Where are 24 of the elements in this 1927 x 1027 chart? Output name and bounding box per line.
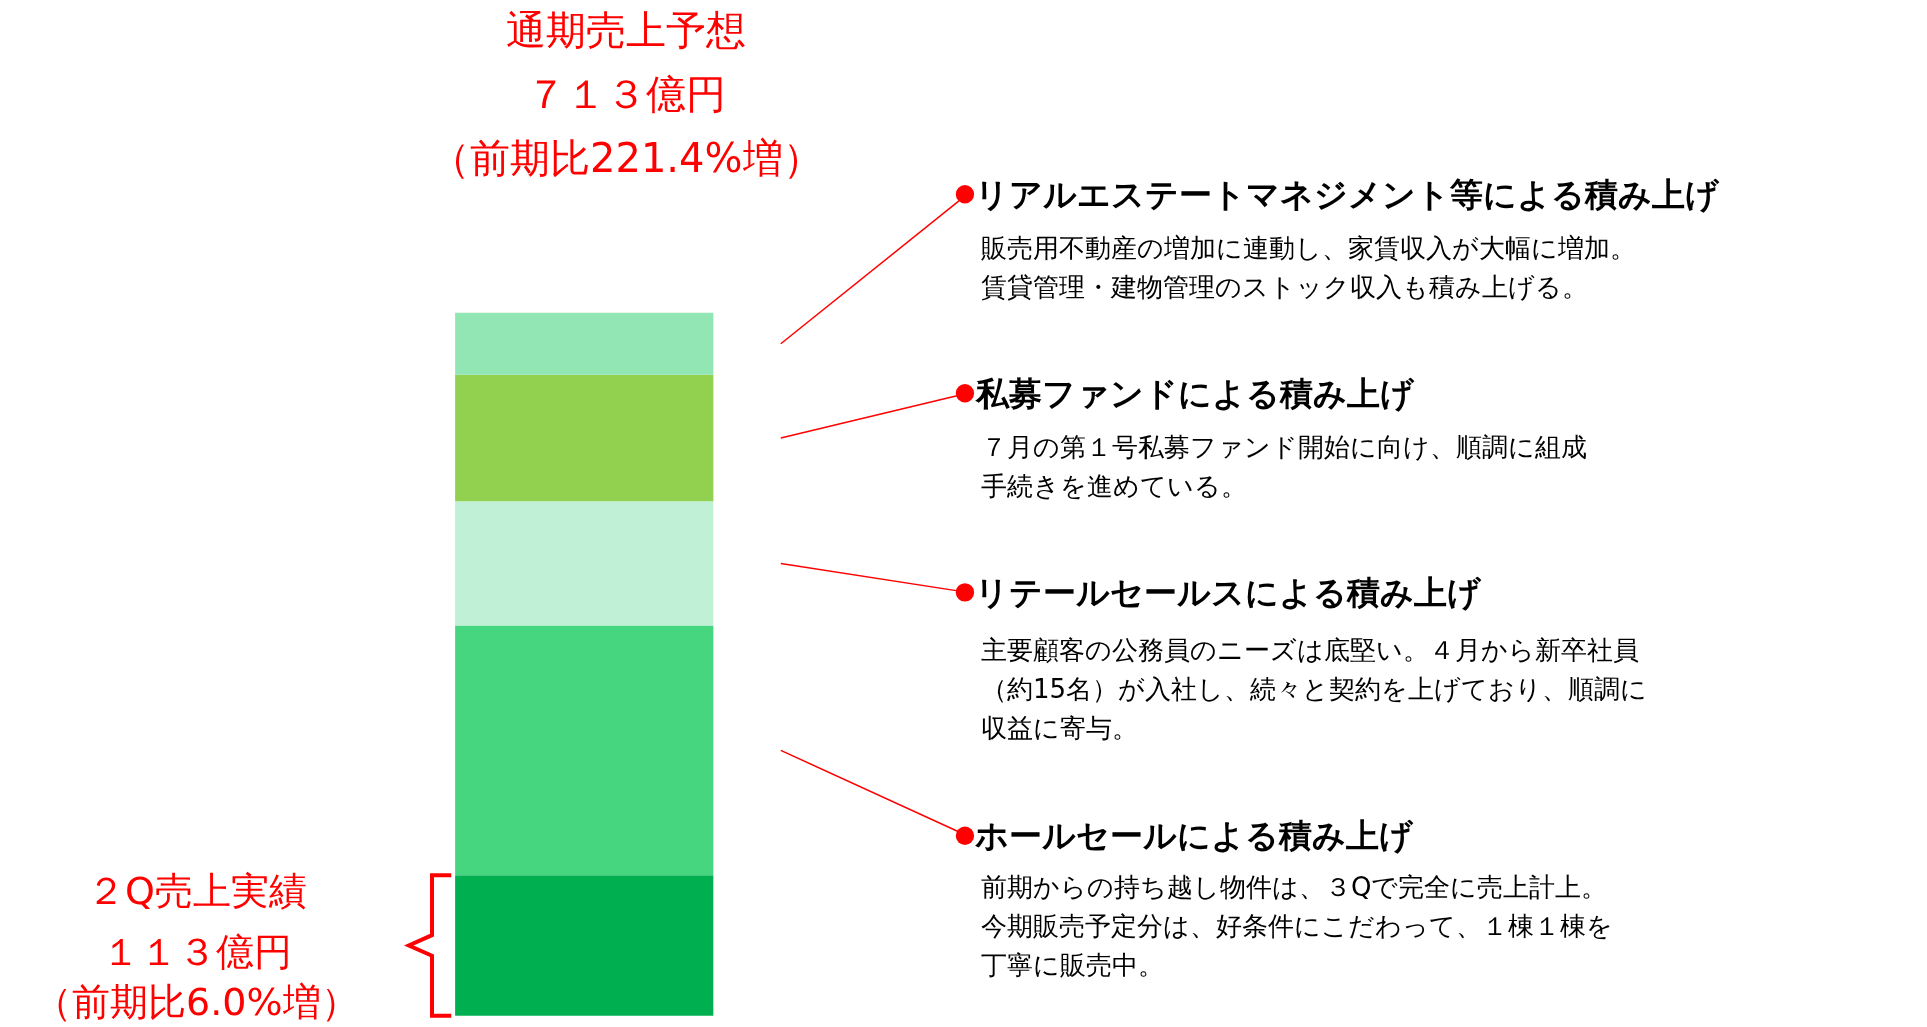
text: 販売用不動産の増加に連動し、家賃収入が大幅に増加。 [981,233,1636,263]
text: 通期売上予想 [506,7,746,53]
text: リテールセールスによる積み上げ [975,573,1482,612]
text: （前期比221.4%増） [430,135,823,181]
text: 主要顧客の公務員のニーズは底堅い。４月から新卒社員 [981,635,1639,665]
text: 前期からの持ち越し物件は、３Qで完全に売上計上。 [981,872,1608,902]
text: （前期比6.0%増） [34,980,359,1024]
bar [455,374,714,502]
text: ７月の第１号私募ファンド開始に向け、順調に組成 [981,432,1587,462]
bar [455,312,714,375]
text: （約15名）が入社し、続々と契約を上げており、順調に [981,674,1648,704]
bar [455,501,714,626]
text: １１３億円 [102,930,292,974]
text: 今期販売予定分は、好条件にこだわって、１棟１棟を [981,911,1613,941]
bar [455,875,714,1016]
text: 賃貸管理・建物管理のストック収入も積み上げる。 [981,272,1588,302]
text: ホールセールによる積み上げ [975,816,1414,855]
text: 丁寧に販売中。 [981,950,1164,980]
text: ７１３億円 [526,71,726,117]
text: 手続きを進めている。 [981,471,1247,501]
text: リアルエステートマネジメント等による積み上げ [975,175,1720,214]
text: 私募ファンドによる積み上げ [975,374,1415,413]
text: ２Q売上実績 [87,869,307,913]
text: 収益に寄与。 [981,713,1138,743]
